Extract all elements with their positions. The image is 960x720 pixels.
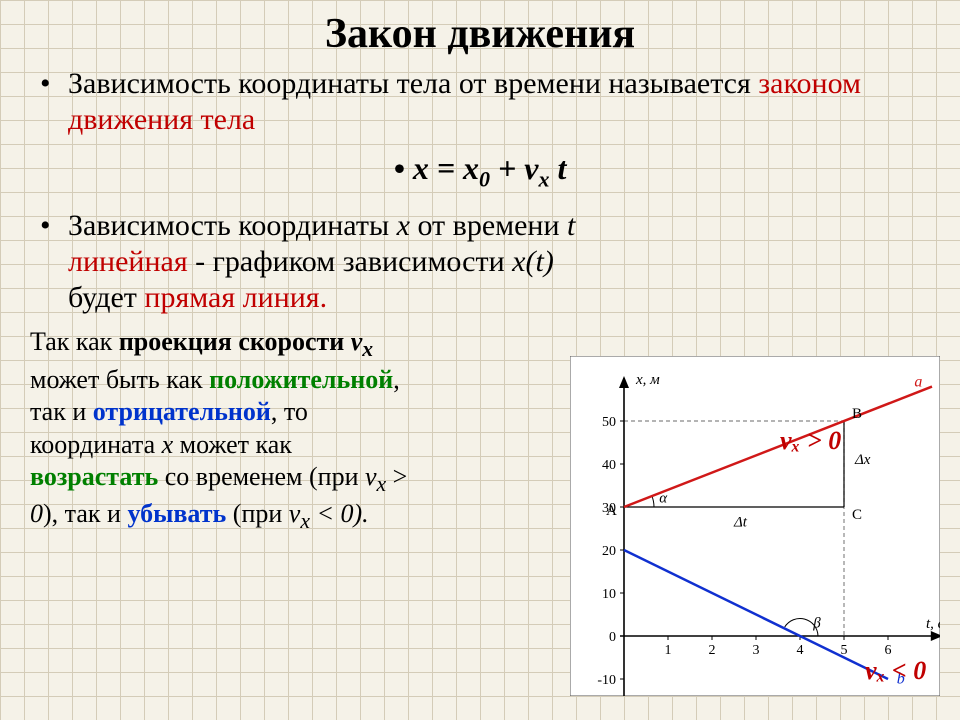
p3-l3a: так и (30, 397, 93, 426)
p3-l4c: может как (173, 430, 292, 459)
formula: • x = x0 + vx t (0, 150, 960, 192)
svg-text:-10: -10 (597, 673, 616, 688)
p3-l1d: x (362, 338, 373, 362)
f-end: t (549, 150, 566, 186)
p2-xt: x(t) (512, 245, 554, 278)
p3-l6f: x (300, 510, 310, 534)
chart-svg: -1001020304050123456x, мt, сabABCαβΔxΔt (570, 356, 940, 696)
svg-text:10: 10 (602, 587, 616, 602)
p3-l5c: v (365, 462, 377, 491)
svg-text:a: a (914, 374, 922, 391)
svg-text:2: 2 (709, 643, 716, 658)
p3-l2a: может быть как (30, 365, 209, 394)
svg-text:1: 1 (665, 643, 672, 658)
svg-text:B: B (852, 406, 862, 422)
p3-l3c: , то (271, 397, 308, 426)
paragraph-3: Так как проекция скорости vx может быть … (0, 320, 560, 535)
p3-l6g: < 0). (310, 499, 369, 528)
svg-text:α: α (659, 491, 668, 507)
svg-text:Δx: Δx (854, 452, 871, 468)
svg-text:A: A (606, 503, 617, 519)
svg-text:Δt: Δt (733, 514, 748, 530)
p3-l1b: проекция скорости (119, 327, 351, 356)
f-sub1: 0 (479, 166, 490, 191)
svg-text:0: 0 (609, 630, 616, 645)
p3-l1a: Так как (30, 327, 119, 356)
p2-l3a: будет (68, 281, 144, 314)
vx-positive-label: vₓ > 0 (780, 426, 841, 456)
p3-l6e: v (289, 499, 301, 528)
chart: -1001020304050123456x, мt, сabABCαβΔxΔt … (570, 356, 940, 696)
f-sub2: x (538, 166, 549, 191)
p2-lin: линейная (68, 245, 188, 278)
p3-l1c: v (351, 327, 363, 356)
page-title: Закон движения (0, 0, 960, 58)
p3-l2c: , (393, 365, 400, 394)
svg-text:4: 4 (797, 643, 804, 658)
svg-text:C: C (852, 507, 862, 523)
p2-pre: Зависимость координаты (68, 209, 397, 242)
svg-text:40: 40 (602, 458, 616, 473)
f-mid: + v (490, 150, 538, 186)
p3-l3b: отрицательной (93, 397, 271, 426)
p3-l6d: (при (226, 499, 289, 528)
p3-l4a: координата (30, 430, 162, 459)
p3-l2b: положительной (209, 365, 393, 394)
p3-l6c: убывать (127, 499, 226, 528)
svg-text:t, с: t, с (926, 616, 940, 632)
vx-negative-label: vₓ < 0 (865, 656, 926, 686)
svg-text:50: 50 (602, 415, 616, 430)
f-lhs: x = x (413, 150, 479, 186)
svg-text:20: 20 (602, 544, 616, 559)
p2-l2b: - графиком зависимости (188, 245, 513, 278)
p3-l5d: x (377, 472, 387, 496)
p3-l4b: х (162, 430, 174, 459)
p3-l5b: со временем (при (158, 462, 365, 491)
svg-text:x, м: x, м (635, 372, 660, 388)
p3-l5a: возрастать (30, 462, 158, 491)
svg-text:β: β (812, 615, 821, 631)
paragraph-1: Зависимость координаты тела от времени н… (0, 58, 960, 142)
p2-x: х (397, 209, 410, 242)
p3-l5e: > (386, 462, 407, 491)
svg-text:3: 3 (753, 643, 760, 658)
paragraph-2: Зависимость координаты х от времени t ли… (0, 200, 960, 320)
p2-t: t (567, 209, 575, 242)
p3-l6b: ), так и (43, 499, 127, 528)
title-text: Закон движения (325, 11, 635, 57)
p2-l3b: прямая линия. (144, 281, 327, 314)
p2-mid1: от времени (410, 209, 567, 242)
p3-l6a: 0 (30, 499, 43, 528)
p1-pre: Зависимость координаты тела от времени н… (68, 67, 758, 100)
